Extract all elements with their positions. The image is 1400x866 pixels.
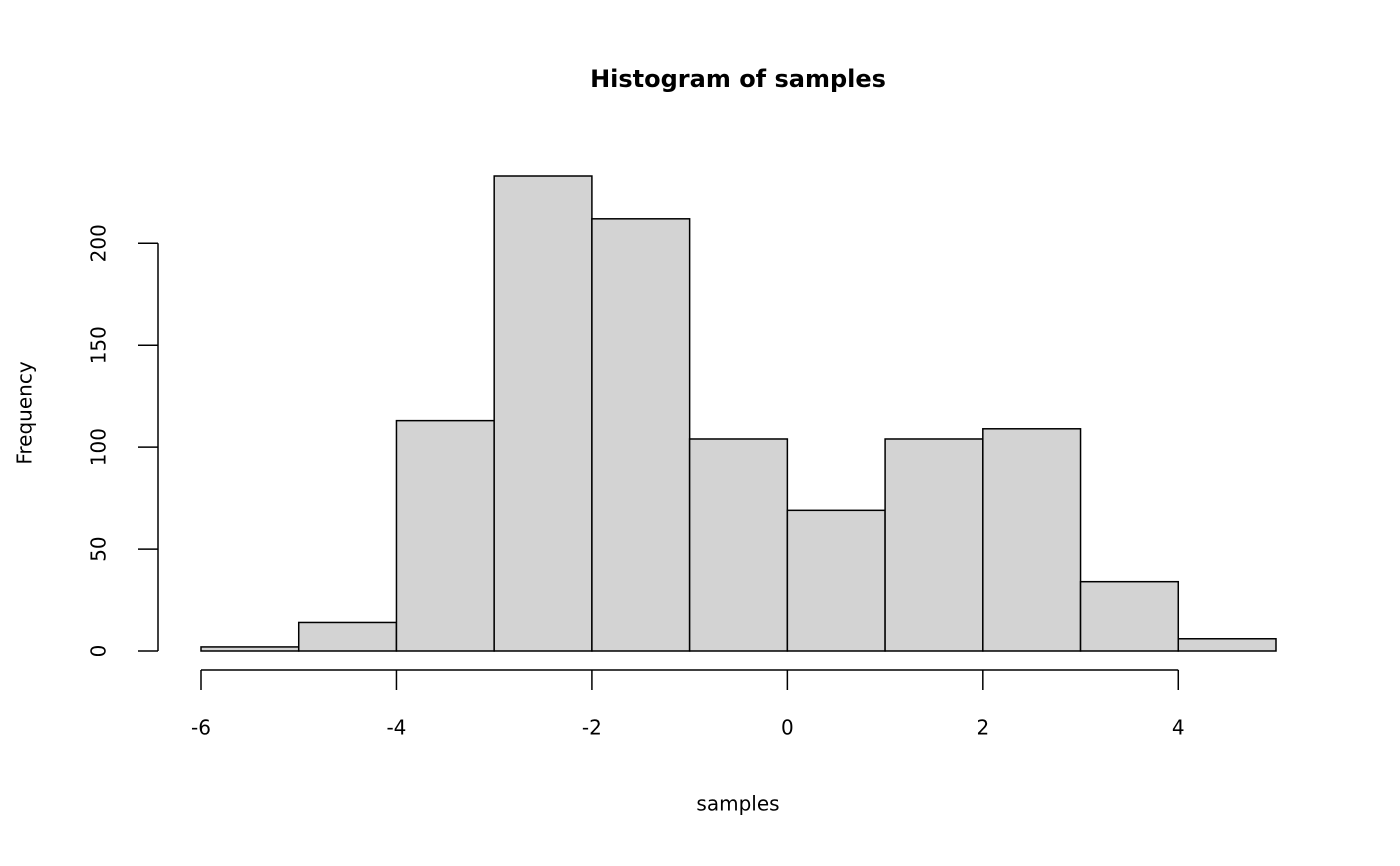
x-tick-label: -2 [582, 716, 602, 740]
bar [884, 438, 984, 652]
bar [1177, 638, 1277, 652]
x-tick-label: -6 [191, 716, 211, 740]
x-tick-label: -4 [386, 716, 406, 740]
bar [688, 438, 789, 652]
x-tick-label: 2 [976, 716, 989, 740]
y-tick-label: 150 [87, 326, 111, 364]
x-tick-label: 0 [781, 716, 794, 740]
y-axis-label: Frequency [13, 361, 37, 464]
y-tick-label: 100 [87, 428, 111, 466]
bar [1079, 580, 1180, 652]
bar [493, 175, 593, 652]
bar [395, 419, 495, 652]
y-tick-label: 200 [87, 224, 111, 262]
y-tick-label: 50 [87, 536, 111, 561]
y-tick-label: 0 [87, 645, 111, 658]
bar [786, 509, 886, 652]
chart-title: Histogram of samples [590, 65, 886, 93]
bar [297, 621, 398, 652]
bar [591, 218, 691, 652]
bar [982, 428, 1082, 652]
x-tick-label: 4 [1172, 716, 1185, 740]
bar [200, 646, 300, 652]
x-axis-label: samples [696, 792, 779, 816]
